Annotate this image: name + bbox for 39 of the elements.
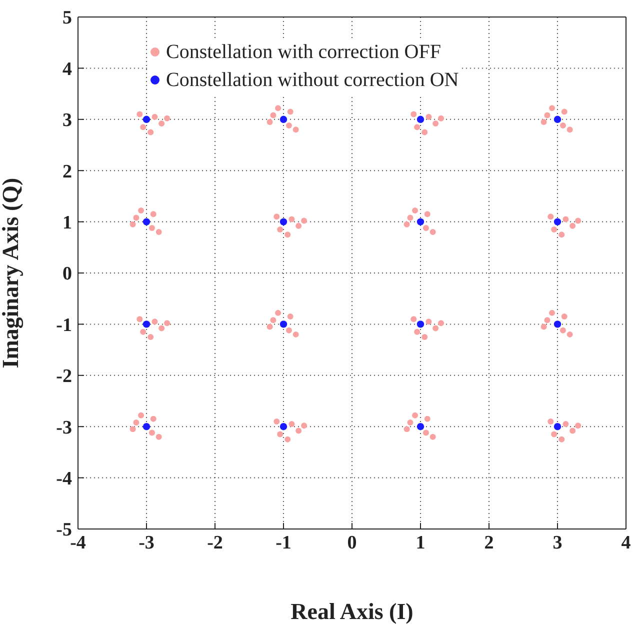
x-tick-label: 1	[416, 532, 426, 554]
point	[554, 116, 562, 123]
point	[142, 423, 150, 430]
x-tick-label: -1	[276, 532, 292, 554]
point	[280, 320, 288, 328]
legend-label: Constellation with correction OFF	[166, 40, 441, 65]
point	[554, 423, 562, 430]
point	[142, 116, 150, 123]
legend-label: Constellation without correction ON	[166, 68, 459, 93]
point	[280, 423, 288, 430]
y-tick-label: 3	[62, 110, 72, 132]
y-tick-label: 4	[62, 58, 72, 80]
y-tick-label: 0	[62, 264, 72, 285]
point	[280, 218, 288, 226]
point	[554, 218, 562, 226]
x-tick-label: -3	[138, 532, 154, 554]
y-tick-label: 5	[62, 8, 72, 29]
point	[416, 320, 424, 328]
point	[416, 218, 424, 226]
y-tick-label: -3	[56, 417, 72, 438]
point	[142, 320, 150, 328]
x-tick-label: 3	[552, 532, 562, 554]
x-tick-label: -2	[207, 532, 223, 554]
point	[280, 116, 288, 123]
y-tick-label: -4	[56, 468, 72, 490]
x-tick-label: 0	[347, 532, 357, 554]
y-tick-label: -1	[56, 314, 72, 336]
x-tick-label: 2	[484, 532, 494, 554]
y-tick-label: 1	[62, 212, 72, 234]
point	[416, 116, 424, 123]
point	[554, 320, 562, 328]
point	[416, 423, 424, 430]
y-tick-label: -5	[56, 520, 72, 541]
x-tick-label: 4	[621, 532, 632, 554]
y-axis-title: Imaginary Axis (Q)	[0, 178, 24, 368]
point	[142, 218, 150, 226]
x-axis-title: Real Axis (I)	[290, 599, 414, 624]
y-tick-label: -2	[56, 366, 72, 388]
y-tick-label: 2	[62, 161, 72, 182]
